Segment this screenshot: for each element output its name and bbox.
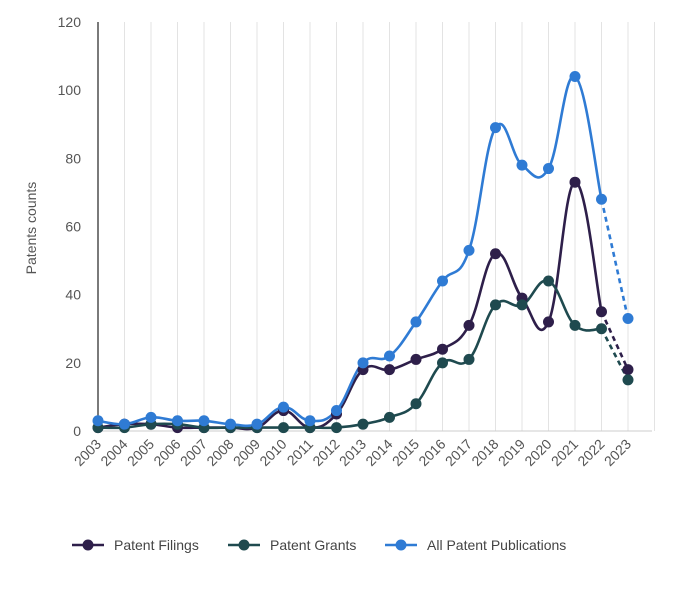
- data-point-all-patent-publications: [198, 415, 210, 427]
- y-tick-label: 0: [73, 423, 81, 439]
- x-tick-label: 2020: [521, 436, 554, 469]
- x-tick-label: 2017: [442, 436, 475, 469]
- x-tick-label: 2007: [177, 436, 210, 469]
- data-point-patent-grants: [463, 353, 475, 365]
- data-point-all-patent-publications: [145, 411, 157, 423]
- legend-swatch-marker: [82, 539, 94, 551]
- data-point-patent-filings: [622, 364, 634, 376]
- data-point-all-patent-publications: [251, 418, 263, 430]
- data-point-patent-filings: [569, 176, 581, 188]
- x-tick-label: 2022: [574, 436, 607, 469]
- data-point-all-patent-publications: [225, 418, 236, 430]
- data-point-patent-filings: [384, 364, 395, 376]
- data-point-all-patent-publications: [622, 313, 634, 325]
- data-point-patent-grants: [569, 319, 581, 331]
- x-tick-label: 2010: [256, 436, 289, 469]
- data-point-patent-grants: [622, 374, 634, 386]
- data-point-all-patent-publications: [516, 159, 528, 171]
- legend-item-patent-filings: Patent Filings: [72, 537, 199, 553]
- data-point-all-patent-publications: [278, 401, 289, 413]
- x-tick-label: 2013: [336, 436, 369, 469]
- data-point-patent-grants: [596, 323, 607, 335]
- data-point-all-patent-publications: [490, 122, 501, 134]
- x-tick-label: 2006: [150, 436, 183, 469]
- x-tick-label: 2003: [71, 436, 104, 469]
- data-point-all-patent-publications: [304, 415, 316, 427]
- data-point-all-patent-publications: [596, 193, 607, 205]
- data-point-all-patent-publications: [543, 163, 554, 175]
- data-point-patent-filings: [437, 343, 448, 355]
- data-point-patent-grants: [278, 422, 289, 434]
- y-tick-label: 80: [65, 150, 81, 166]
- y-tick-label: 60: [65, 219, 81, 235]
- series-line-all-patent-publications: [96, 75, 603, 428]
- x-tick-label: 2023: [601, 436, 634, 469]
- data-point-patent-grants: [516, 299, 528, 311]
- legend-item-patent-grants: Patent Grants: [228, 537, 356, 553]
- legend-label: Patent Filings: [114, 537, 199, 553]
- data-point-all-patent-publications: [569, 71, 581, 83]
- projected-segment-patent-filings: [600, 311, 630, 371]
- data-point-patent-filings: [463, 319, 475, 331]
- x-tick-label: 2011: [284, 436, 317, 469]
- x-tick-label: 2018: [468, 436, 501, 469]
- data-point-patent-grants: [490, 299, 501, 311]
- legend: Patent Filings Patent Grants All Patent Pu…: [72, 537, 566, 553]
- x-tick-label: 2004: [97, 436, 130, 469]
- legend-label: All Patent Publications: [427, 537, 566, 553]
- x-tick-label: 2016: [415, 436, 448, 469]
- legend-label: Patent Grants: [270, 537, 356, 553]
- x-tick-label: 2008: [203, 436, 236, 469]
- data-point-all-patent-publications: [92, 415, 104, 427]
- series-points: [92, 71, 634, 434]
- legend-item-all-patent-publications: All Patent Publications: [385, 537, 566, 553]
- x-tick-label: 2012: [309, 436, 342, 469]
- data-point-all-patent-publications: [384, 350, 395, 362]
- x-tick-label: 2021: [548, 436, 581, 469]
- y-tick-label: 120: [58, 14, 82, 30]
- x-tick-label: 2009: [230, 436, 263, 469]
- data-point-patent-grants: [384, 411, 395, 423]
- data-point-all-patent-publications: [119, 418, 130, 430]
- data-point-all-patent-publications: [357, 357, 369, 369]
- y-tick-label: 40: [65, 287, 81, 303]
- x-tick-label: 2005: [124, 436, 157, 469]
- x-tick-label: 2014: [362, 436, 395, 469]
- data-point-patent-filings: [410, 353, 422, 365]
- y-axis-title: Patents counts: [23, 182, 39, 275]
- y-tick-label: 20: [65, 355, 81, 371]
- data-point-all-patent-publications: [172, 415, 183, 427]
- projected-segment-all-patent-publications: [600, 198, 630, 319]
- legend-swatch-marker: [395, 539, 407, 551]
- data-point-patent-filings: [490, 248, 501, 260]
- legend-swatch-marker: [238, 539, 250, 551]
- data-point-patent-grants: [543, 275, 554, 287]
- y-tick-label: 100: [58, 82, 82, 98]
- data-point-patent-grants: [331, 422, 342, 434]
- x-tick-label: 2019: [495, 436, 528, 469]
- data-point-patent-grants: [357, 418, 369, 430]
- data-point-all-patent-publications: [463, 244, 475, 256]
- data-point-patent-grants: [437, 357, 448, 369]
- data-point-patent-filings: [543, 316, 554, 328]
- data-point-patent-filings: [596, 306, 607, 318]
- data-point-all-patent-publications: [437, 275, 448, 287]
- x-tick-label: 2015: [389, 436, 422, 469]
- data-point-patent-grants: [410, 398, 422, 410]
- data-point-all-patent-publications: [410, 316, 422, 328]
- data-point-all-patent-publications: [331, 405, 342, 417]
